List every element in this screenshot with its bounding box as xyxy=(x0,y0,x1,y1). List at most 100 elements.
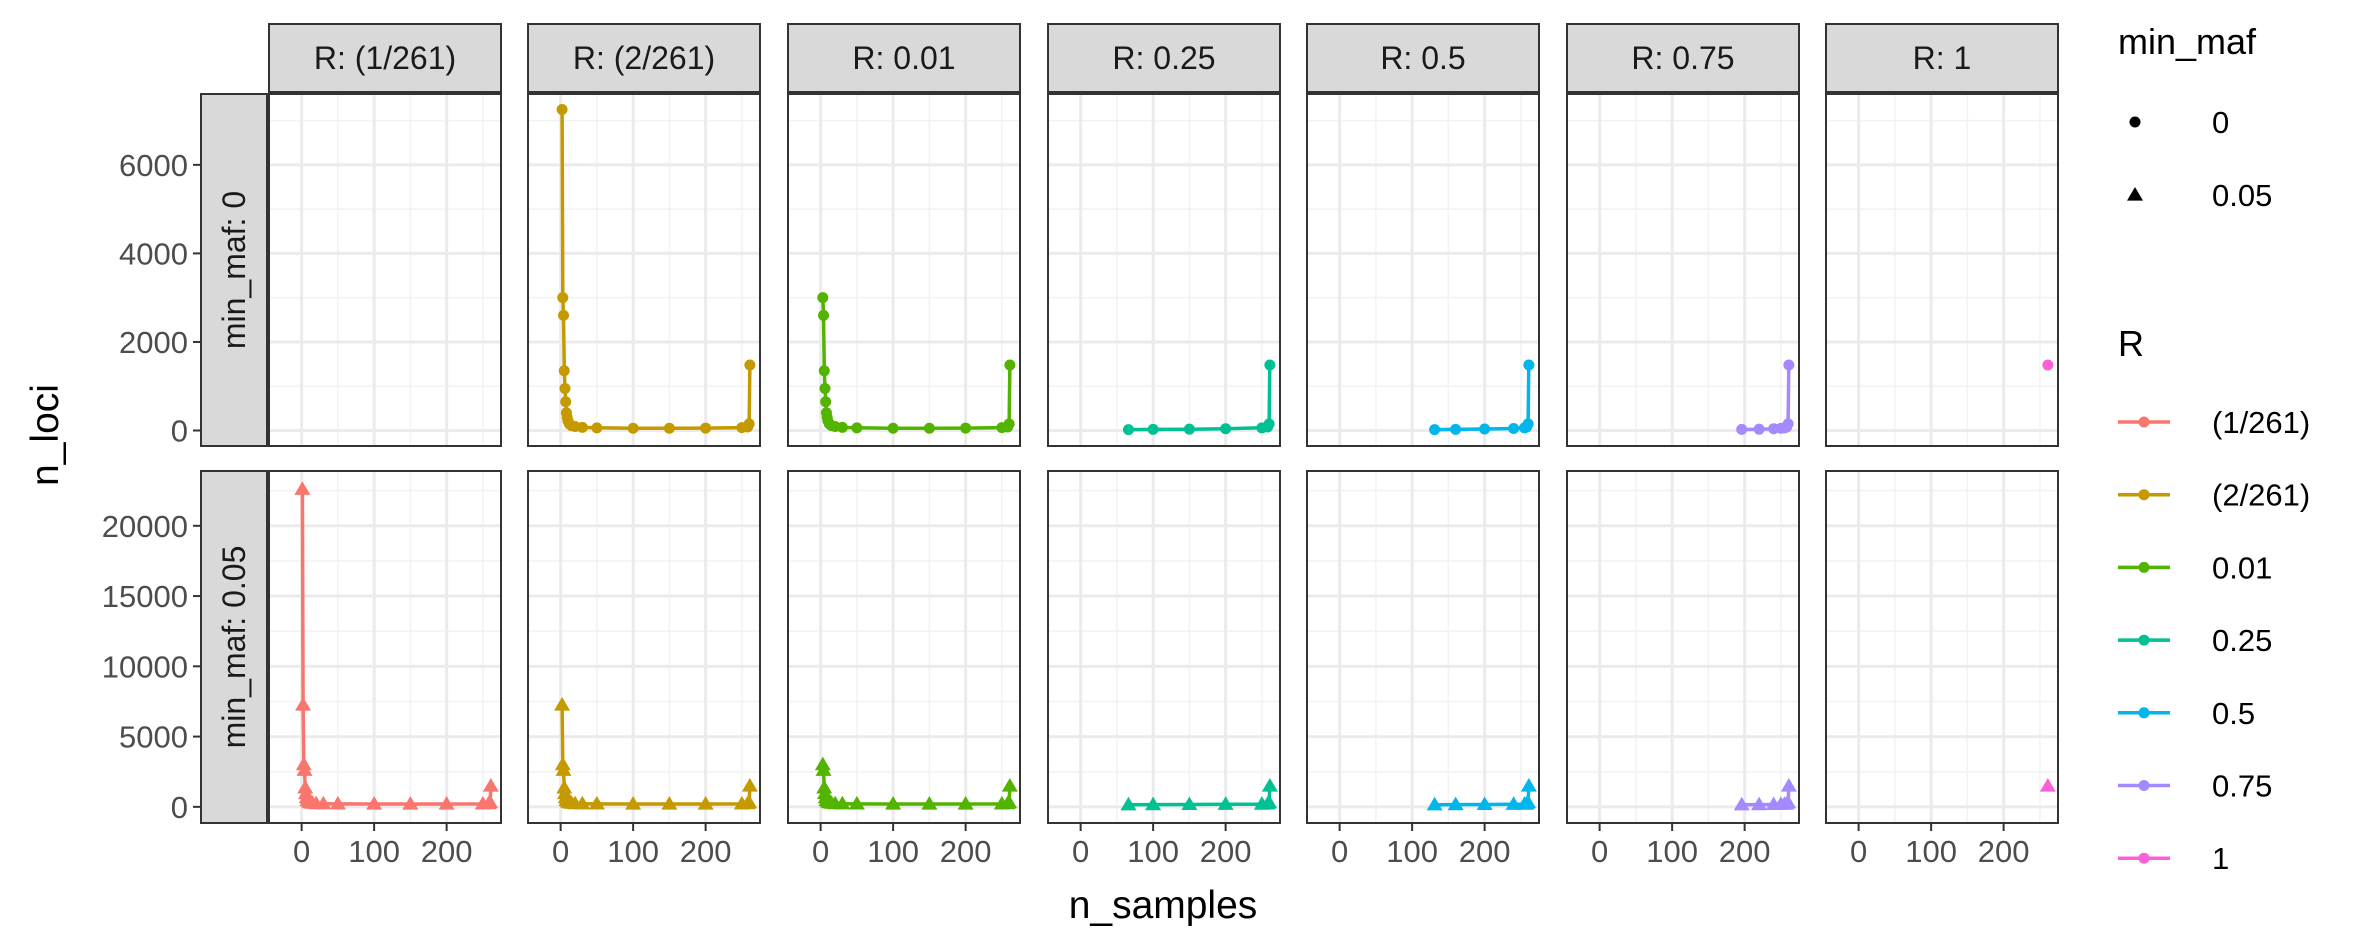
data-point xyxy=(663,422,675,434)
y-tick-label: 6000 xyxy=(119,148,188,183)
y-tick-label: 5000 xyxy=(119,720,188,755)
facet-strip-label: R: 1 xyxy=(1913,40,1972,76)
data-point xyxy=(1001,778,1018,792)
data-point xyxy=(2039,778,2056,792)
facet-panel xyxy=(1047,93,1281,447)
facet-panel xyxy=(527,93,761,447)
panel-border xyxy=(1047,470,1281,824)
x-tick-label: 0 xyxy=(1072,834,1089,869)
facet-strip-column xyxy=(1306,23,1540,93)
panel-border xyxy=(787,470,1021,824)
data-point xyxy=(1780,794,1797,809)
panel-border xyxy=(527,470,761,824)
facet-strip-label: min_maf: 0.05 xyxy=(216,546,252,749)
data-point xyxy=(1261,794,1278,809)
data-point xyxy=(1261,778,1278,792)
legend-item-label: 0.75 xyxy=(2212,769,2272,804)
facet-panel xyxy=(268,470,502,824)
facet-strip-row xyxy=(200,470,268,824)
legend-item-label: 0.25 xyxy=(2212,623,2272,658)
data-point xyxy=(1263,418,1275,430)
legend-key-shape xyxy=(2129,116,2141,128)
data-point xyxy=(1505,796,1522,810)
data-point xyxy=(744,359,756,371)
data-point xyxy=(1736,423,1748,435)
data-point xyxy=(557,292,569,304)
data-point xyxy=(820,396,832,408)
panel-background xyxy=(1567,471,1799,823)
panel-background xyxy=(1307,471,1539,823)
data-point xyxy=(2042,359,2054,371)
data-point xyxy=(329,795,346,810)
panel-border xyxy=(1825,93,2059,447)
facet-strip-row xyxy=(200,93,268,447)
data-point xyxy=(1004,359,1016,371)
data-point xyxy=(1145,796,1162,811)
facet-panel xyxy=(1566,470,1800,824)
data-point xyxy=(554,756,571,771)
panel-background xyxy=(1567,94,1799,446)
panel-background xyxy=(1048,94,1280,446)
data-point xyxy=(1733,796,1750,811)
data-point xyxy=(957,796,974,810)
x-tick-label: 100 xyxy=(348,834,400,869)
data-point xyxy=(1450,423,1462,435)
x-tick-label: 100 xyxy=(1646,834,1698,869)
facet-panel xyxy=(1566,93,1800,447)
x-tick-label: 200 xyxy=(680,834,732,869)
facet-strip-label: R: 0.01 xyxy=(852,40,955,76)
data-point xyxy=(1001,794,1018,809)
facet-panel xyxy=(268,93,502,447)
legend-key-point xyxy=(2138,780,2150,791)
data-point xyxy=(851,422,863,434)
data-point xyxy=(1447,796,1464,811)
legend-key-shape xyxy=(2127,187,2143,201)
data-point xyxy=(921,796,938,810)
facet-strip-label: R: (1/261) xyxy=(314,40,456,76)
data-point xyxy=(1520,794,1537,809)
facet-panel xyxy=(527,470,761,824)
data-point xyxy=(697,796,714,810)
data-point xyxy=(558,365,570,377)
data-point xyxy=(960,422,972,434)
legend-item-label: 0.5 xyxy=(2212,696,2255,731)
data-point xyxy=(558,309,570,321)
x-tick-label: 200 xyxy=(940,834,992,869)
data-point xyxy=(295,756,312,771)
panel-background xyxy=(269,94,501,446)
y-tick-label: 15000 xyxy=(102,579,188,614)
panel-border xyxy=(787,93,1021,447)
y-axis-title: n_loci xyxy=(24,384,67,486)
data-point xyxy=(556,103,568,115)
x-tick-label: 100 xyxy=(1127,834,1179,869)
data-point xyxy=(1508,423,1520,435)
legend-item-label: (1/261) xyxy=(2212,405,2310,440)
data-point xyxy=(836,421,848,433)
data-point xyxy=(1751,796,1768,811)
panel-border xyxy=(1047,93,1281,447)
facet-strip-label: min_maf: 0 xyxy=(216,191,252,349)
data-point xyxy=(574,795,591,810)
panel-border xyxy=(1566,470,1800,824)
data-point xyxy=(1220,423,1232,435)
data-point xyxy=(819,382,831,394)
x-tick-label: 100 xyxy=(607,834,659,869)
facet-panel xyxy=(1047,470,1281,824)
data-point xyxy=(556,779,573,794)
panel-background xyxy=(1048,471,1280,823)
data-point xyxy=(848,795,865,810)
data-point xyxy=(591,422,603,434)
data-point xyxy=(1264,359,1276,371)
legend-key-point xyxy=(2138,416,2150,428)
data-point xyxy=(743,418,755,430)
facet-panel xyxy=(1825,470,2059,824)
data-point xyxy=(366,796,383,810)
panel-background xyxy=(1826,94,2058,446)
data-point xyxy=(1476,796,1493,811)
facet-strip-column xyxy=(1566,23,1800,93)
legend-key-point xyxy=(2138,852,2150,864)
x-tick-label: 100 xyxy=(867,834,919,869)
facet-strip-label: R: (2/261) xyxy=(573,40,715,76)
facet-strip-column xyxy=(1047,23,1281,93)
